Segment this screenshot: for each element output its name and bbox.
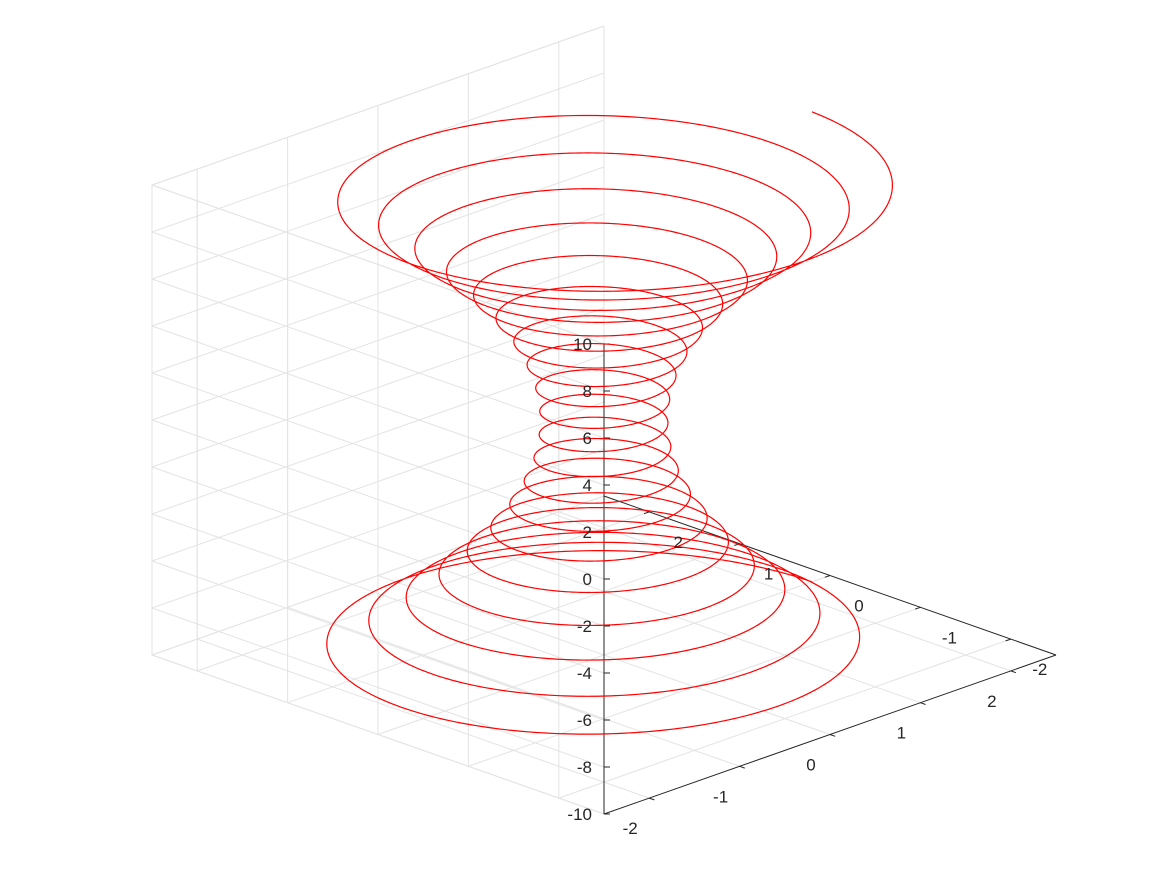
wall-grid-line — [151, 213, 605, 374]
z-tick-label: 0 — [583, 570, 592, 589]
z-tick-label: -6 — [577, 711, 592, 730]
x-tick-label: -1 — [713, 787, 728, 806]
y-tick-label: 2 — [673, 533, 682, 552]
y-tick — [824, 575, 831, 578]
x-tick-label: 2 — [987, 692, 996, 711]
x-tick — [649, 797, 655, 801]
helix-series-line — [326, 111, 894, 735]
z-tick-label: 8 — [583, 382, 592, 401]
wall-grid-line — [151, 119, 605, 280]
x-tick — [920, 702, 926, 705]
y-tick-label: -2 — [1032, 660, 1047, 679]
wall-grid-line — [151, 401, 605, 562]
x-tick — [829, 734, 836, 737]
box-edge — [151, 495, 605, 656]
y-tick-label: -1 — [942, 628, 957, 647]
axes-layer — [603, 343, 1057, 815]
x-tick-label: -2 — [623, 819, 638, 838]
series-layer — [326, 111, 894, 735]
x-tick-label: 1 — [897, 724, 906, 743]
y-tick — [1005, 638, 1011, 642]
y-tick — [643, 511, 650, 515]
wall-grid-line — [151, 448, 605, 609]
box-edge — [151, 654, 605, 815]
box-edge — [151, 25, 605, 186]
z-tick-label: 2 — [583, 523, 592, 542]
z-tick-label: 6 — [583, 429, 592, 448]
z-tick-label: -8 — [577, 758, 592, 777]
y-tick — [915, 606, 921, 610]
x-tick — [739, 765, 745, 769]
floor-grid-line — [287, 543, 740, 704]
wall-grid-line — [151, 354, 605, 515]
wall-grid-line — [151, 513, 605, 674]
y-tick-label: 1 — [764, 565, 773, 584]
wall-grid-line — [151, 72, 605, 233]
wall-grid-line — [151, 166, 605, 327]
x-tick — [1010, 670, 1017, 674]
z-tick-label: -4 — [577, 664, 592, 683]
z-tick-label: -10 — [567, 805, 592, 824]
box-edge — [151, 184, 605, 345]
z-tick-label: 10 — [573, 335, 592, 354]
wall-grid-line — [151, 307, 605, 468]
grid-layer — [151, 25, 1011, 815]
x-tick-label: 0 — [806, 756, 815, 775]
floor-grid-line — [197, 511, 650, 672]
z-tick-label: 4 — [583, 476, 592, 495]
wall-grid-line — [151, 607, 605, 768]
floor-grid-line — [558, 638, 1011, 799]
z-tick-label: -2 — [577, 617, 592, 636]
y-tick-label: 0 — [854, 597, 863, 616]
